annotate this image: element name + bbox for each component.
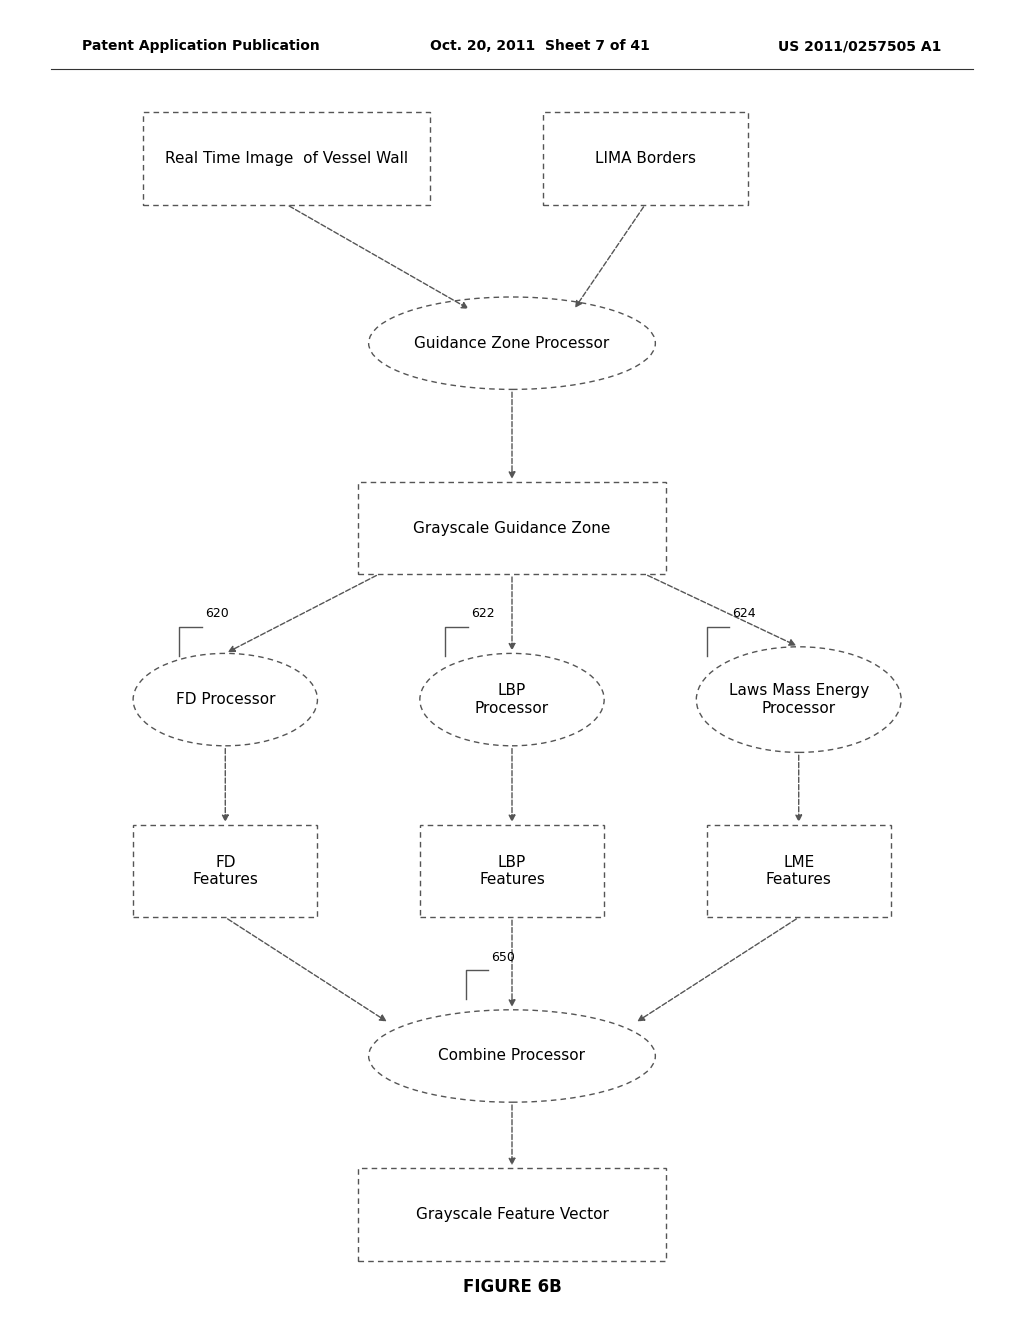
Text: Grayscale Guidance Zone: Grayscale Guidance Zone bbox=[414, 520, 610, 536]
Ellipse shape bbox=[133, 653, 317, 746]
Text: Patent Application Publication: Patent Application Publication bbox=[82, 40, 319, 53]
Text: FD Processor: FD Processor bbox=[175, 692, 275, 708]
Text: LBP
Processor: LBP Processor bbox=[475, 684, 549, 715]
FancyBboxPatch shape bbox=[358, 482, 666, 574]
Text: Oct. 20, 2011  Sheet 7 of 41: Oct. 20, 2011 Sheet 7 of 41 bbox=[430, 40, 650, 53]
Ellipse shape bbox=[420, 653, 604, 746]
FancyBboxPatch shape bbox=[358, 1168, 666, 1261]
Text: Real Time Image  of Vessel Wall: Real Time Image of Vessel Wall bbox=[165, 150, 409, 166]
Text: LIMA Borders: LIMA Borders bbox=[595, 150, 695, 166]
Text: US 2011/0257505 A1: US 2011/0257505 A1 bbox=[778, 40, 942, 53]
Text: 624: 624 bbox=[732, 607, 756, 620]
FancyBboxPatch shape bbox=[143, 112, 430, 205]
Ellipse shape bbox=[369, 1010, 655, 1102]
Ellipse shape bbox=[696, 647, 901, 752]
Text: 620: 620 bbox=[205, 607, 228, 620]
Text: Laws Mass Energy
Processor: Laws Mass Energy Processor bbox=[729, 684, 868, 715]
FancyBboxPatch shape bbox=[707, 825, 891, 917]
Text: Guidance Zone Processor: Guidance Zone Processor bbox=[415, 335, 609, 351]
Text: LME
Features: LME Features bbox=[766, 855, 831, 887]
Text: 622: 622 bbox=[471, 607, 495, 620]
Text: LBP
Features: LBP Features bbox=[479, 855, 545, 887]
Text: Grayscale Feature Vector: Grayscale Feature Vector bbox=[416, 1206, 608, 1222]
Text: 650: 650 bbox=[492, 950, 515, 964]
FancyBboxPatch shape bbox=[133, 825, 317, 917]
Text: FD
Features: FD Features bbox=[193, 855, 258, 887]
Ellipse shape bbox=[369, 297, 655, 389]
FancyBboxPatch shape bbox=[543, 112, 748, 205]
Text: Combine Processor: Combine Processor bbox=[438, 1048, 586, 1064]
Text: FIGURE 6B: FIGURE 6B bbox=[463, 1278, 561, 1296]
FancyBboxPatch shape bbox=[420, 825, 604, 917]
